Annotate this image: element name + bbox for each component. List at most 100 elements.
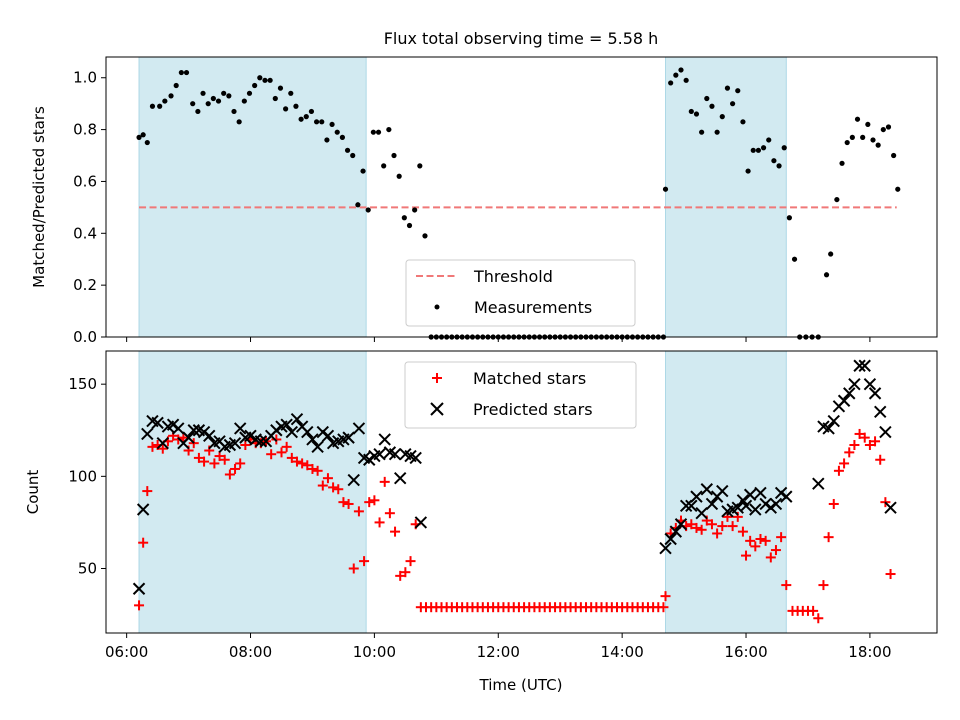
- measurement-point: [360, 168, 366, 174]
- matched-stars-point: [776, 532, 787, 543]
- predicted-stars-point: [301, 425, 314, 439]
- measurement-point: [370, 129, 376, 135]
- predicted-stars-point: [352, 422, 366, 435]
- predicted-stars-point: [172, 422, 185, 435]
- matched-stars-point: [364, 497, 375, 508]
- matched-stars-point: [859, 432, 870, 443]
- measurement-point: [828, 251, 834, 257]
- legend-predicted-swatch: [430, 402, 444, 416]
- matched-stars-point: [138, 537, 149, 548]
- measurement-point: [849, 134, 855, 140]
- top-panel: 0.0 0.2 0.4 0.6 0.8 1.0 Matched/Predicted sta…: [30, 56, 938, 346]
- matched-stars-point: [286, 452, 297, 463]
- measurement-point: [355, 202, 361, 208]
- measurement-point: [136, 134, 142, 140]
- measurement-point: [277, 85, 284, 91]
- measurement-point: [183, 69, 190, 76]
- matched-stars-point: [333, 484, 344, 495]
- predicted-stars-point: [321, 429, 335, 442]
- measurement-point: [386, 126, 392, 133]
- y-tick-label: 0.2: [73, 276, 97, 294]
- x-tick-label: 10:00: [353, 643, 396, 661]
- measurement-point: [870, 137, 876, 143]
- measurement-point: [735, 88, 741, 94]
- matched-stars-point: [271, 434, 282, 445]
- matched-stars-point: [230, 463, 241, 474]
- measurement-point: [344, 147, 351, 153]
- y-tick-label: 0.8: [73, 121, 97, 139]
- predicted-stars-point: [874, 405, 887, 419]
- predicted-stars-point: [669, 525, 683, 538]
- predicted-stars-point: [749, 503, 762, 516]
- measurement-point: [880, 126, 886, 133]
- matched-stars-point: [379, 476, 390, 487]
- matched-stars-point: [781, 580, 792, 591]
- y-tick-label: 150: [68, 375, 97, 393]
- legend-predicted-label: Predicted stars: [473, 400, 593, 419]
- measurement-point: [293, 103, 299, 109]
- measurement-point: [236, 119, 242, 125]
- matched-stars-point: [281, 441, 292, 452]
- predicted-stars-series: [132, 359, 897, 595]
- predicted-stars-point: [700, 483, 714, 496]
- measurement-point: [140, 132, 146, 138]
- x-tick-label: 08:00: [229, 643, 272, 661]
- matched-stars-point: [142, 486, 153, 497]
- predicted-stars-point: [316, 425, 329, 439]
- predicted-stars-point: [388, 448, 402, 461]
- measurement-point: [162, 98, 168, 104]
- measurement-point: [334, 129, 340, 135]
- measurement-point: [740, 119, 746, 125]
- matched-stars-point: [343, 498, 354, 509]
- predicted-stars-point: [373, 448, 386, 461]
- measurement-point: [381, 163, 387, 169]
- measurement-point: [267, 77, 273, 83]
- predicted-stars-point: [166, 418, 180, 431]
- top-y-axis-label: Matched/Predicted stars: [30, 106, 48, 288]
- observing-window: [138, 350, 367, 634]
- predicted-stars-point: [311, 440, 324, 454]
- measurement-point: [339, 134, 345, 140]
- measurement-point: [776, 163, 782, 169]
- measurement-point: [210, 95, 216, 102]
- measurement-point: [241, 98, 247, 104]
- measurement-point: [173, 82, 179, 89]
- matched-stars-point: [276, 447, 287, 458]
- y-tick-label: 1.0: [73, 69, 97, 87]
- measurement-point: [699, 129, 705, 135]
- measurement-point: [257, 75, 263, 81]
- predicted-stars-point: [827, 414, 840, 428]
- matched-stars-point: [737, 526, 748, 537]
- measurement-point: [272, 95, 278, 102]
- measurement-point: [406, 222, 413, 229]
- matched-stars-point: [317, 480, 328, 491]
- predicted-stars-point: [280, 418, 293, 431]
- predicted-stars-point: [347, 473, 360, 487]
- predicted-stars-point: [244, 429, 257, 442]
- matched-stars-point: [209, 458, 220, 469]
- matched-stars-point: [214, 451, 225, 462]
- measurement-point: [839, 160, 845, 166]
- matched-stars-point: [741, 550, 752, 561]
- measurement-point: [693, 111, 700, 117]
- predicted-stars-point: [884, 501, 897, 514]
- measurement-point: [786, 215, 792, 221]
- measurement-point: [144, 139, 150, 146]
- measurement-point: [205, 101, 211, 107]
- measurement-point: [885, 124, 892, 130]
- matched-stars-point: [828, 498, 839, 509]
- matched-stars-point: [839, 458, 850, 469]
- matched-stars-point: [660, 591, 671, 602]
- measurement-point: [401, 215, 407, 221]
- predicted-stars-point: [674, 518, 688, 531]
- measurement-point: [834, 196, 840, 203]
- matched-stars-point: [833, 465, 844, 476]
- matched-stars-point: [875, 454, 886, 465]
- predicted-stars-point: [774, 486, 788, 500]
- matched-stars-point: [706, 519, 717, 530]
- matched-stars-point: [224, 469, 235, 480]
- matched-stars-point: [400, 567, 411, 578]
- measurement-point: [350, 152, 356, 159]
- predicted-stars-point: [739, 499, 753, 513]
- matched-stars-point: [658, 602, 669, 613]
